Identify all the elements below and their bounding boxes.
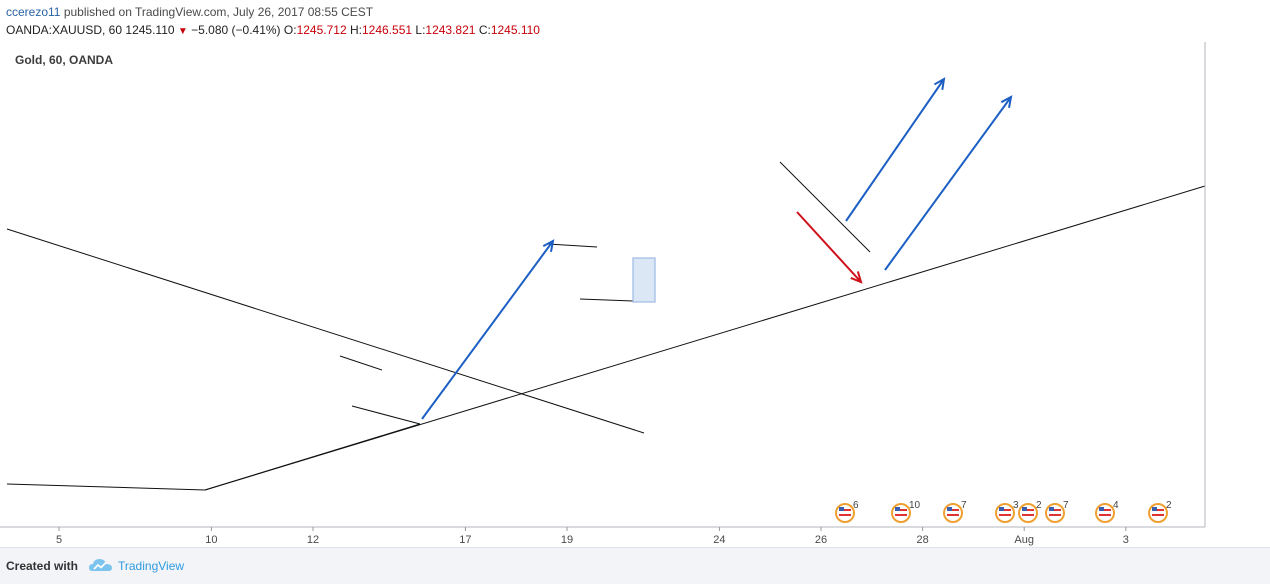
price-chart[interactable]: 6 10 7 3 2 7 4 2 1200.0001205.0001210.0001215.0…: [0, 42, 1270, 547]
chart-area[interactable]: 6 10 7 3 2 7 4 2 1200.0001205.0001210.0001215.0…: [0, 42, 1270, 547]
tradingview-brand-link[interactable]: TradingView: [118, 559, 185, 573]
us-event-flag-icon[interactable]: [943, 503, 963, 523]
drawings-layer[interactable]: [0, 42, 1206, 491]
downside-target-arrow-head: [850, 271, 863, 284]
open-label: O:: [283, 23, 297, 37]
us-event-flag-icon[interactable]: [1018, 503, 1038, 523]
us-flag-stripe: [839, 509, 851, 511]
low-value: 1243.821: [425, 23, 476, 37]
us-flag-stripe: [999, 514, 1011, 516]
last-price: 1245.110: [125, 23, 175, 37]
open-value: 1245.712: [296, 23, 347, 37]
us-flag-canton: [1152, 507, 1157, 511]
publish-text: published on TradingView.com, July 26, 2…: [60, 5, 374, 19]
publisher-link[interactable]: ccerezo11: [6, 5, 61, 19]
descending-trendline[interactable]: [6, 228, 645, 434]
footer-bar: Created with TradingView: [0, 547, 1270, 584]
us-flag-canton: [1022, 507, 1027, 511]
event-count-label: 2: [1036, 500, 1042, 511]
quote-line: OANDA:XAUUSD, 60 1245.110 ▼ −5.080 (−0.4…: [6, 23, 540, 37]
us-flag-stripe: [999, 509, 1011, 511]
down-triangle-icon: ▼: [177, 26, 188, 37]
upside-target-arrow-1-head: [933, 77, 946, 91]
close-value: 1245.110: [490, 23, 540, 37]
wedge-lower-line[interactable]: [351, 405, 421, 425]
event-count-label: 2: [1166, 500, 1172, 511]
us-flag-stripe: [1099, 509, 1111, 511]
us-flag-stripe: [1022, 514, 1034, 516]
close-label: C:: [478, 23, 491, 37]
us-event-flag-icon[interactable]: [1095, 503, 1115, 523]
chart-legend: Gold, 60, OANDA: [15, 53, 114, 67]
wedge-upper-line[interactable]: [339, 355, 383, 371]
us-flag-canton: [895, 507, 900, 511]
breakout-highlight-box[interactable]: [632, 257, 656, 303]
us-flag-stripe: [1099, 514, 1111, 516]
rally-arrow[interactable]: [421, 240, 554, 420]
us-flag-stripe: [895, 514, 907, 516]
consolidation-lower-line[interactable]: [579, 298, 634, 302]
us-flag-stripe: [947, 514, 959, 516]
high-label: H:: [349, 23, 362, 37]
us-flag-canton: [999, 507, 1004, 511]
event-count-label: 10: [909, 500, 921, 511]
publish-info: ccerezo11 published on TradingView.com, …: [6, 5, 373, 19]
symbol-label: OANDA:XAUUSD, 60: [6, 23, 123, 37]
us-flag-canton: [947, 507, 952, 511]
time-tick-label: 3: [1123, 534, 1129, 546]
us-flag-stripe: [839, 514, 851, 516]
time-tick-label: 19: [561, 534, 573, 546]
us-flag-stripe: [1152, 514, 1164, 516]
created-with-label: Created with: [6, 559, 79, 573]
time-tick-label: Aug: [1014, 534, 1034, 546]
rising-support-line[interactable]: [204, 423, 421, 491]
event-count-label: 4: [1113, 500, 1119, 511]
events-layer[interactable]: 6 10 7 3 2 7 4 2: [835, 500, 1172, 523]
time-tick-label: 26: [815, 534, 827, 546]
us-event-flag-icon[interactable]: [891, 503, 911, 523]
rally-arrow-head: [542, 239, 555, 252]
time-tick-label: 5: [56, 534, 62, 546]
event-count-label: 6: [853, 500, 859, 511]
time-tick-label: 28: [916, 534, 928, 546]
upside-target-arrow-1[interactable]: [845, 78, 945, 222]
low-label: L:: [415, 23, 426, 37]
time-tick-label: 17: [459, 534, 471, 546]
us-flag-stripe: [1022, 509, 1034, 511]
us-flag-canton: [1049, 507, 1054, 511]
consolidation-upper-line[interactable]: [547, 243, 598, 248]
downside-target-arrow[interactable]: [796, 211, 862, 283]
us-flag-stripe: [1152, 509, 1164, 511]
time-tick-label: 12: [307, 534, 319, 546]
time-tick-label: 24: [713, 534, 725, 546]
us-flag-stripe: [1049, 509, 1061, 511]
us-flag-stripe: [947, 509, 959, 511]
tradingview-cloud-icon: [89, 559, 112, 571]
time-axis[interactable]: 5 10 12 17 19 24 26 28 Aug 3: [0, 526, 1205, 546]
base-trendline[interactable]: [6, 483, 206, 491]
us-event-flag-icon[interactable]: [1148, 503, 1168, 523]
us-flag-canton: [1099, 507, 1104, 511]
flag-upper-line[interactable]: [779, 161, 871, 253]
event-count-label: 3: [1013, 500, 1019, 511]
us-flag-stripe: [895, 509, 907, 511]
us-event-flag-icon[interactable]: [995, 503, 1015, 523]
upside-target-arrow-2-head: [1000, 95, 1013, 109]
us-flag-stripe: [1049, 514, 1061, 516]
us-flag-canton: [839, 507, 844, 511]
upside-target-arrow-2[interactable]: [884, 96, 1012, 271]
high-value: 1246.551: [361, 23, 413, 37]
publish-header: ccerezo11 published on TradingView.com, …: [0, 0, 1270, 42]
price-change: −5.080 (−0.41%): [191, 23, 281, 37]
time-tick-label: 10: [205, 534, 217, 546]
us-event-flag-icon[interactable]: [1045, 503, 1065, 523]
event-count-label: 7: [961, 500, 967, 511]
us-event-flag-icon[interactable]: [835, 503, 855, 523]
price-axis[interactable]: 1200.0001205.0001210.0001215.0001220.000…: [1204, 42, 1262, 527]
event-count-label: 7: [1063, 500, 1069, 511]
